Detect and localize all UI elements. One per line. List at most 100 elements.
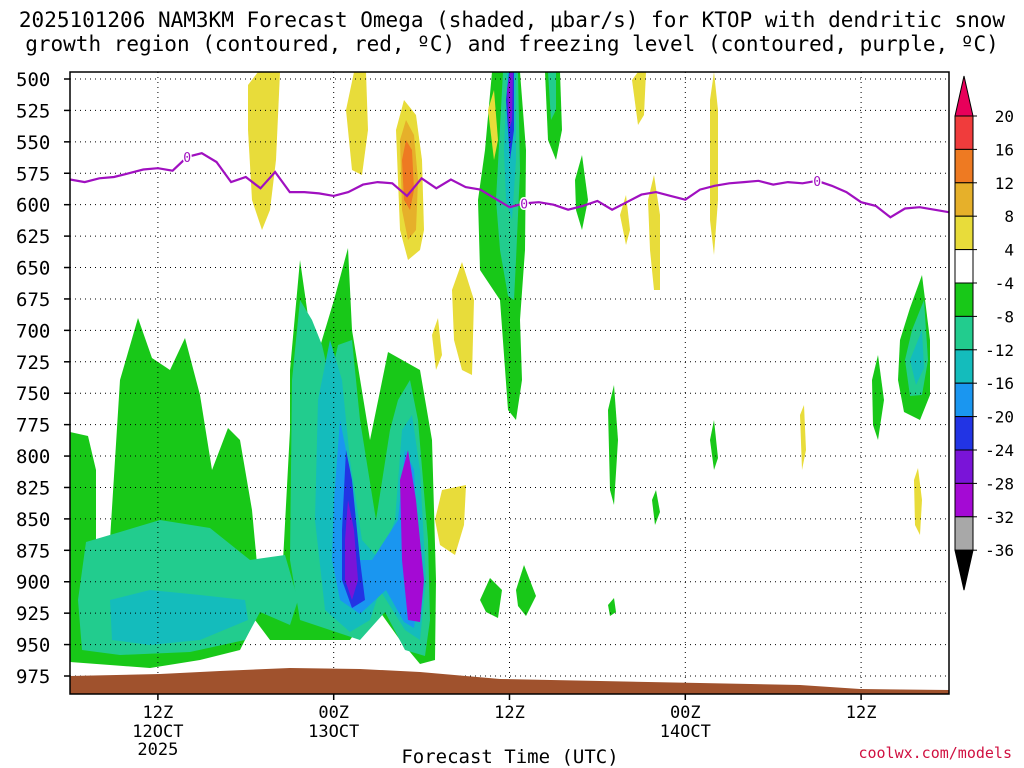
omega-region-41 — [800, 405, 806, 470]
omega-region-29 — [346, 72, 368, 175]
colorbar: 20 16 12 8 4 -4 -8 -12 -16 -20 -24 -28 -32 -36 — [954, 75, 1014, 591]
omega-region-22 — [608, 598, 616, 616]
y-tick-label-600: 600 — [16, 195, 50, 217]
colorbar-label-0: 20 — [995, 107, 1014, 126]
colorbar-label-6: -8 — [995, 307, 1014, 326]
colorbar-label-8: -16 — [985, 374, 1014, 393]
colorbar-label-10: -24 — [985, 441, 1014, 460]
colorbar-seg-6 — [954, 282, 974, 317]
omega-region-21 — [652, 490, 660, 525]
colorbar-bottom-arrow — [954, 549, 974, 591]
y-tick-label-800: 800 — [16, 446, 50, 468]
colorbar-seg-9 — [954, 382, 974, 418]
omega-region-18 — [480, 578, 502, 618]
omega-region-28 — [248, 72, 280, 230]
colorbar-label-2: 12 — [995, 174, 1014, 193]
omega-region-37 — [632, 72, 646, 125]
x-tick-label-4: 12Z — [846, 703, 877, 723]
omega-region-38 — [620, 195, 630, 245]
terrain — [70, 668, 949, 694]
omega-region-23 — [710, 420, 718, 470]
omega-region-17 — [575, 155, 588, 230]
y-tick-label-725: 725 — [16, 352, 50, 374]
colorbar-label-11: -28 — [985, 474, 1014, 493]
freezing-level-line — [70, 152, 949, 219]
colorbar-seg-4 — [954, 215, 974, 251]
omega-region-39 — [648, 175, 660, 290]
omega-shading — [70, 72, 930, 668]
y-tick-label-900: 900 — [16, 572, 50, 594]
colorbar-label-4: 4 — [1004, 241, 1014, 260]
colorbar-seg-3 — [954, 182, 974, 217]
plot-area: 0 0 0 — [69, 71, 950, 695]
y-tick-label-650: 650 — [16, 258, 50, 280]
y-axis: 500 525 550 575 600 625 650 675 700 725 750 775 800 8… — [16, 69, 70, 688]
colorbar-seg-7 — [954, 315, 974, 351]
x-tick-label-1: 00Z — [318, 703, 349, 723]
colorbar-label-12: -32 — [985, 508, 1014, 527]
colorbar-seg-11 — [954, 449, 974, 484]
freezing-level-label-2: 0 — [813, 175, 821, 190]
x-tick-label-2: 12Z — [494, 703, 525, 723]
colorbar-seg-1 — [954, 115, 974, 150]
y-tick-label-950: 950 — [16, 635, 50, 657]
y-tick-label-825: 825 — [16, 477, 50, 499]
colorbar-seg-13 — [954, 516, 974, 551]
colorbar-label-9: -20 — [985, 408, 1014, 427]
y-tick-label-750: 750 — [16, 383, 50, 405]
credit-link[interactable]: coolwx.com/models — [858, 744, 1012, 762]
omega-region-24 — [872, 355, 884, 440]
omega-region-36 — [488, 90, 498, 160]
omega-region-19 — [516, 565, 536, 616]
colorbar-label-1: 16 — [995, 140, 1014, 159]
omega-region-15 — [545, 72, 562, 160]
freezing-level-label-0: 0 — [183, 151, 191, 166]
y-tick-label-500: 500 — [16, 69, 50, 91]
y-tick-label-525: 525 — [16, 100, 50, 122]
freezing-level: 0 0 0 — [70, 149, 949, 219]
terrain-fill — [70, 668, 949, 694]
x-tick-date-1: 13OCT — [308, 722, 359, 742]
x-tick-label-3: 00Z — [670, 703, 701, 723]
omega-region-16 — [548, 72, 556, 120]
omega-region-27 — [910, 330, 924, 385]
colorbar-label-7: -12 — [985, 341, 1014, 360]
colorbar-label-13: -36 — [985, 541, 1014, 560]
colorbar-label-5: -4 — [995, 274, 1014, 293]
y-tick-label-625: 625 — [16, 226, 50, 248]
y-tick-label-775: 775 — [16, 415, 50, 437]
omega-region-2 — [110, 590, 248, 645]
colorbar-seg-5 — [954, 249, 974, 284]
y-tick-label-575: 575 — [16, 163, 50, 185]
x-axis-title: Forecast Time (UTC) — [401, 746, 619, 768]
colorbar-label-3: 8 — [1004, 207, 1014, 226]
omega-region-34 — [452, 262, 474, 375]
omega-region-7 — [345, 500, 358, 600]
grid — [70, 72, 949, 694]
colorbar-top-arrow — [954, 75, 974, 117]
y-tick-label-925: 925 — [16, 603, 50, 625]
colorbar-seg-12 — [954, 482, 974, 518]
omega-region-14 — [507, 72, 513, 130]
omega-region-35 — [435, 485, 466, 555]
chart-title-line2: growth region (contoured, red, ºC) and f… — [25, 32, 999, 56]
omega-region-40 — [710, 72, 718, 255]
x-tick-label-0: 12Z — [143, 703, 174, 723]
y-tick-label-975: 975 — [16, 666, 50, 688]
omega-region-33 — [432, 318, 442, 370]
colorbar-seg-10 — [954, 416, 974, 451]
omega-region-20 — [608, 385, 618, 505]
colorbar-seg-8 — [954, 349, 974, 384]
y-tick-label-875: 875 — [16, 540, 50, 562]
x-tick-year-0: 2025 — [137, 740, 178, 760]
y-tick-label-850: 850 — [16, 509, 50, 531]
freezing-level-label-1: 0 — [520, 197, 528, 212]
y-tick-label-550: 550 — [16, 132, 50, 154]
y-tick-label-675: 675 — [16, 289, 50, 311]
x-tick-date-3: 14OCT — [660, 722, 711, 742]
y-tick-label-700: 700 — [16, 320, 50, 342]
x-tick-date-0: 12OCT — [132, 722, 183, 742]
omega-region-42 — [914, 468, 922, 535]
